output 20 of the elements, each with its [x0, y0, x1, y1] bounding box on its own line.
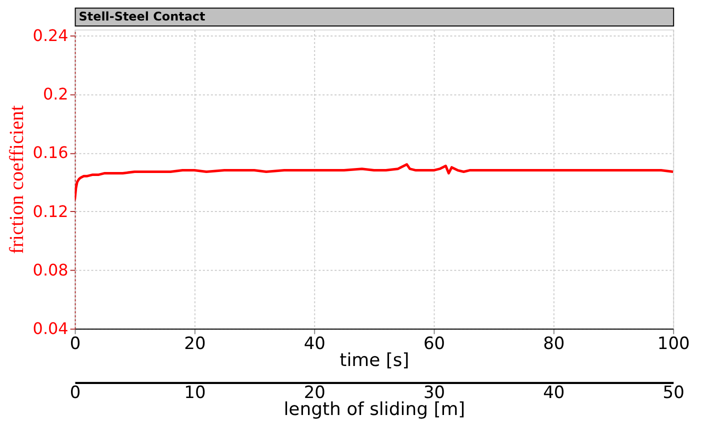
chart-title: Stell-Steel Contact — [78, 10, 206, 24]
y-tick-label: 0.24 — [32, 26, 68, 45]
y-tick-label: 0.2 — [42, 84, 68, 104]
x2-tick-label: 50 — [662, 382, 684, 402]
y-tick-label: 0.08 — [32, 260, 68, 280]
x-tick-label: 80 — [543, 333, 565, 354]
x-tick-label: 60 — [423, 333, 446, 354]
x-tick-label: 20 — [184, 333, 206, 354]
x-tick-label: 0 — [70, 333, 81, 354]
y-axis-title: friction coefficient — [6, 104, 28, 254]
x2-tick-label: 40 — [543, 382, 565, 402]
x-tick-label: 40 — [304, 333, 326, 354]
x2-tick-label: 10 — [184, 382, 206, 402]
x-tick-label: 100 — [657, 333, 690, 354]
y-tick-label: 0.16 — [32, 143, 68, 162]
x2-tick-label: 0 — [70, 382, 81, 402]
y-tick-label: 0.04 — [32, 319, 68, 338]
x-axis-title: time [s] — [340, 350, 410, 372]
y-tick-label: 0.12 — [32, 202, 68, 221]
line-series — [74, 163, 674, 201]
